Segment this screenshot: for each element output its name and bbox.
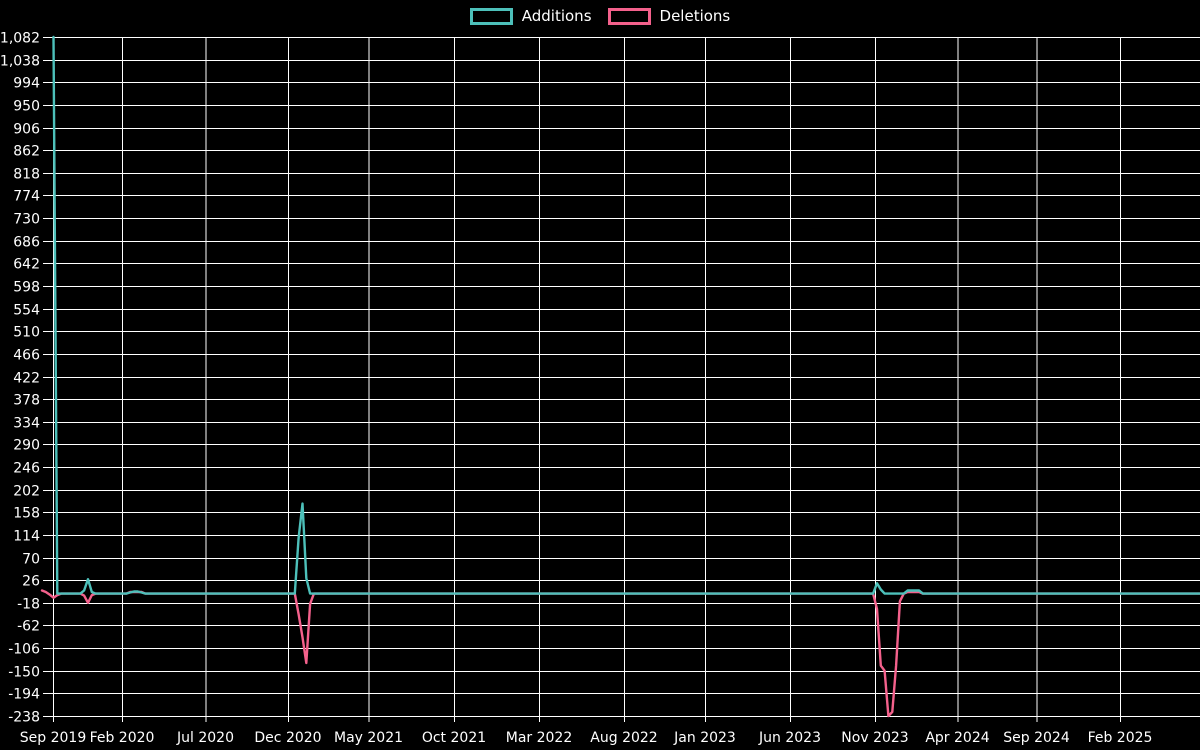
legend-label-additions: Additions — [521, 7, 592, 25]
legend-item-additions[interactable]: Additions — [469, 7, 592, 25]
y-tick-label: -238 — [8, 710, 40, 726]
y-tick-label: 158 — [13, 506, 40, 522]
x-tick-label: Aug 2022 — [590, 730, 657, 746]
y-tick-label: -18 — [17, 597, 40, 613]
y-tick-label: -62 — [17, 619, 40, 635]
x-tick-label: Jan 2023 — [673, 730, 736, 746]
x-tick-label: Mar 2022 — [506, 730, 573, 746]
y-tick-label: 862 — [13, 144, 40, 160]
chart-legend: Additions Deletions — [0, 7, 1200, 25]
y-tick-label: 1,038 — [0, 54, 40, 70]
y-tick-label: 378 — [13, 393, 40, 409]
y-tick-label: 818 — [13, 167, 40, 183]
y-tick-label: -106 — [8, 642, 40, 658]
y-tick-label: 994 — [13, 76, 40, 92]
x-tick-label: Jul 2020 — [176, 730, 234, 746]
x-tick-label: May 2021 — [334, 730, 403, 746]
y-tick-label: 906 — [13, 122, 40, 138]
y-tick-label: 554 — [13, 303, 40, 319]
y-tick-label: 950 — [13, 99, 40, 115]
x-tick-label: Feb 2025 — [1088, 730, 1153, 746]
y-tick-label: 642 — [13, 257, 40, 273]
x-tick-label: Jun 2023 — [758, 730, 821, 746]
x-tick-label: Dec 2020 — [254, 730, 321, 746]
x-tick-label: Sep 2019 — [20, 730, 86, 746]
y-tick-label: 730 — [13, 212, 40, 228]
x-tick-label: Nov 2023 — [841, 730, 908, 746]
y-tick-label: 510 — [13, 325, 40, 341]
y-tick-label: 26 — [22, 574, 40, 590]
additions-swatch-icon — [469, 7, 513, 25]
legend-item-deletions[interactable]: Deletions — [607, 7, 731, 25]
x-tick-label: Oct 2021 — [422, 730, 486, 746]
y-tick-label: 202 — [13, 484, 40, 500]
y-tick-label: 334 — [13, 416, 40, 432]
x-tick-label: Sep 2024 — [1003, 730, 1070, 746]
deletions-swatch-icon — [607, 7, 651, 25]
x-tick-label: Apr 2024 — [925, 730, 989, 746]
y-tick-label: 686 — [13, 235, 40, 251]
y-tick-label: 1,082 — [0, 31, 40, 47]
y-tick-label: 70 — [22, 552, 40, 568]
legend-label-deletions: Deletions — [659, 7, 731, 25]
y-tick-label: 598 — [13, 280, 40, 296]
y-tick-label: 114 — [13, 529, 40, 545]
y-tick-label: -194 — [8, 687, 40, 703]
series-line-additions — [52, 35, 1200, 595]
y-tick-label: 290 — [13, 438, 40, 454]
y-tick-label: 774 — [13, 189, 40, 205]
y-tick-label: 422 — [13, 371, 40, 387]
y-tick-label: 246 — [13, 461, 40, 477]
y-tick-label: 466 — [13, 348, 40, 364]
x-tick-label: Feb 2020 — [90, 730, 155, 746]
y-tick-label: -150 — [8, 665, 40, 681]
series-line-deletions — [40, 589, 1200, 718]
